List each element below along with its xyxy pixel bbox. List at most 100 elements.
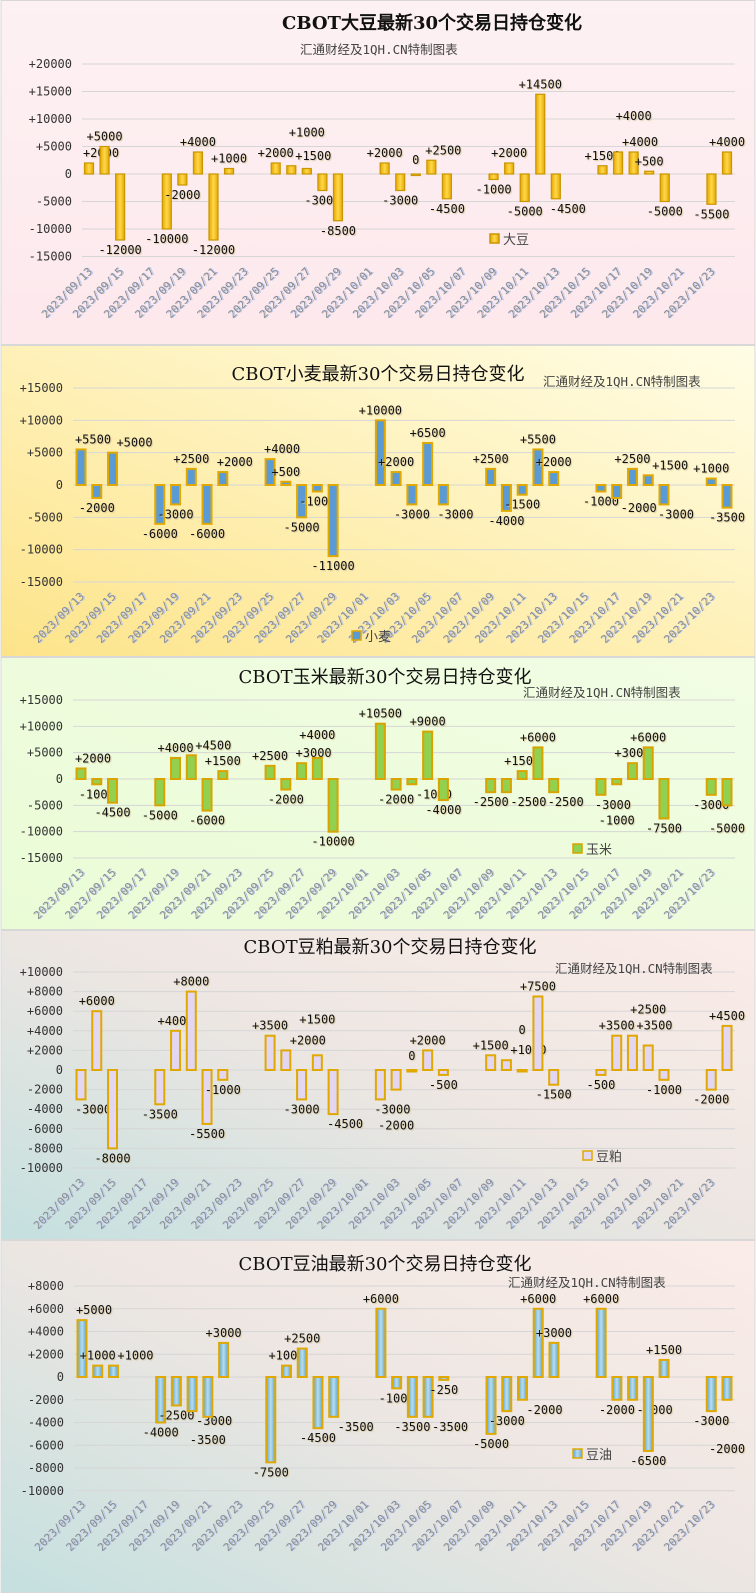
data-label: -4500 xyxy=(550,202,586,216)
chart-subtitle: 汇通财经及1QH.CN特制图表 xyxy=(523,685,681,700)
chart-title: CBOT小麦最新30个交易日持仓变化 xyxy=(232,364,525,385)
data-label: -2000 xyxy=(79,501,115,515)
y-tick-label: +2000 xyxy=(27,1043,63,1057)
data-label: -500 xyxy=(586,1078,615,1092)
data-label: -3000 xyxy=(157,507,193,521)
bar-2023-10-18 xyxy=(626,1034,638,1071)
bar-2023-10-02 xyxy=(375,1307,387,1378)
bar-2023-10-03 xyxy=(395,173,406,192)
data-label: +2500 xyxy=(425,143,461,157)
bar-2023-10-11 xyxy=(516,484,528,496)
panel-background xyxy=(0,1240,756,1593)
bar-2023-10-04 xyxy=(406,1376,418,1418)
data-label: -3000 xyxy=(75,1102,111,1116)
data-label: -500 xyxy=(429,1078,458,1092)
bar-2023-10-17 xyxy=(611,1376,623,1401)
bar-2023-10-09 xyxy=(485,467,497,487)
bar-2023-10-20 xyxy=(658,484,670,506)
y-tick-label: -15000 xyxy=(20,575,63,589)
data-label: -2000 xyxy=(378,1119,414,1133)
bar-2023-10-09 xyxy=(485,1376,497,1435)
bar-2023-09-25 xyxy=(270,162,281,175)
bar-2023-10-09 xyxy=(485,778,497,794)
data-label: +1500 xyxy=(473,1038,509,1052)
data-label: -1000 xyxy=(205,1083,241,1097)
data-label: +7500 xyxy=(520,980,556,994)
bar-2023-10-16 xyxy=(595,778,607,796)
data-label: -6000 xyxy=(142,527,178,541)
legend-label: 大豆 xyxy=(503,233,529,248)
bar-2023-09-19 xyxy=(170,756,182,781)
bar-2023-10-11 xyxy=(516,1376,528,1401)
bar-2023-10-20 xyxy=(658,1358,670,1378)
data-label: -2000 xyxy=(268,793,304,807)
bar-2023-09-14 xyxy=(92,1364,104,1378)
data-label: +4000 xyxy=(299,728,335,742)
y-tick-label: -4000 xyxy=(28,1416,64,1430)
data-label: -2000 xyxy=(693,1093,729,1107)
bar-2023-09-14 xyxy=(91,1010,103,1072)
bar-2023-10-06 xyxy=(441,173,453,200)
bar-2023-10-12 xyxy=(532,746,544,781)
legend-label: 豆粕 xyxy=(596,1150,622,1165)
chart-title: CBOT玉米最新30个交易日持仓变化 xyxy=(239,667,532,688)
y-tick-label: +15000 xyxy=(20,381,63,395)
data-label: +6000 xyxy=(520,730,556,744)
bar-2023-10-19 xyxy=(642,1044,654,1071)
bar-2023-10-02 xyxy=(374,419,386,487)
chart-panel-3: +15000+10000+50000-5000-10000-150002023/… xyxy=(0,657,756,930)
bar-2023-10-11 xyxy=(519,173,530,203)
data-label: +3500 xyxy=(636,1019,672,1033)
y-tick-label: -5000 xyxy=(36,195,72,209)
legend: 大豆 xyxy=(489,233,529,248)
data-label: +6000 xyxy=(630,730,666,744)
legend-label: 豆油 xyxy=(586,1448,612,1463)
bar-2023-10-05 xyxy=(422,1049,434,1072)
bar-2023-09-18 xyxy=(154,484,166,525)
bar-2023-09-15 xyxy=(107,451,119,486)
data-label: -1000 xyxy=(476,183,512,197)
y-tick-label: +6000 xyxy=(27,1004,63,1018)
data-label: +2500 xyxy=(614,452,650,466)
bar-2023-10-16 xyxy=(595,1069,607,1076)
bar-2023-09-21 xyxy=(202,1376,214,1418)
bar-2023-10-24 xyxy=(721,151,733,175)
data-label: -3000 xyxy=(304,194,340,208)
bar-2023-10-04 xyxy=(410,173,421,177)
data-label: +2000 xyxy=(378,455,414,469)
legend: 豆油 xyxy=(572,1448,612,1463)
y-tick-label: -2000 xyxy=(27,1083,63,1097)
bar-2023-10-24 xyxy=(721,778,733,807)
bar-2023-09-22 xyxy=(217,1069,229,1081)
data-label: +1500 xyxy=(652,458,688,472)
bar-2023-09-26 xyxy=(280,480,292,486)
data-label: -3000 xyxy=(382,194,418,208)
data-label: -3000 xyxy=(658,507,694,521)
y-tick-label: +10000 xyxy=(20,965,63,979)
y-tick-label: 0 xyxy=(57,1370,64,1384)
y-tick-label: +15000 xyxy=(29,85,72,99)
bar-2023-10-09 xyxy=(488,173,499,181)
data-label: -10000 xyxy=(145,232,188,246)
data-label: -4500 xyxy=(300,1431,336,1445)
bar-2023-10-20 xyxy=(658,778,670,820)
data-label: -4500 xyxy=(327,1117,363,1131)
bar-2023-09-19 xyxy=(170,484,182,506)
data-label: -1500 xyxy=(536,1088,572,1102)
bar-2023-09-27 xyxy=(296,1347,308,1378)
legend: 小麦 xyxy=(351,630,391,645)
bar-2023-09-21 xyxy=(201,1069,213,1125)
bar-2023-10-19 xyxy=(644,170,655,175)
data-label: 0 xyxy=(408,1049,415,1063)
bar-2023-09-28 xyxy=(311,756,323,781)
bar-2023-10-23 xyxy=(706,173,717,205)
bar-2023-10-20 xyxy=(659,173,670,203)
data-label: -3500 xyxy=(190,1433,226,1447)
data-label: +4000 xyxy=(180,135,216,149)
bar-2023-09-15 xyxy=(107,1069,119,1150)
data-label: -6000 xyxy=(189,527,225,541)
bar-2023-09-19 xyxy=(177,173,188,186)
bar-2023-09-29 xyxy=(327,778,339,833)
data-label: -3500 xyxy=(142,1107,178,1121)
bar-2023-10-03 xyxy=(390,1069,402,1091)
